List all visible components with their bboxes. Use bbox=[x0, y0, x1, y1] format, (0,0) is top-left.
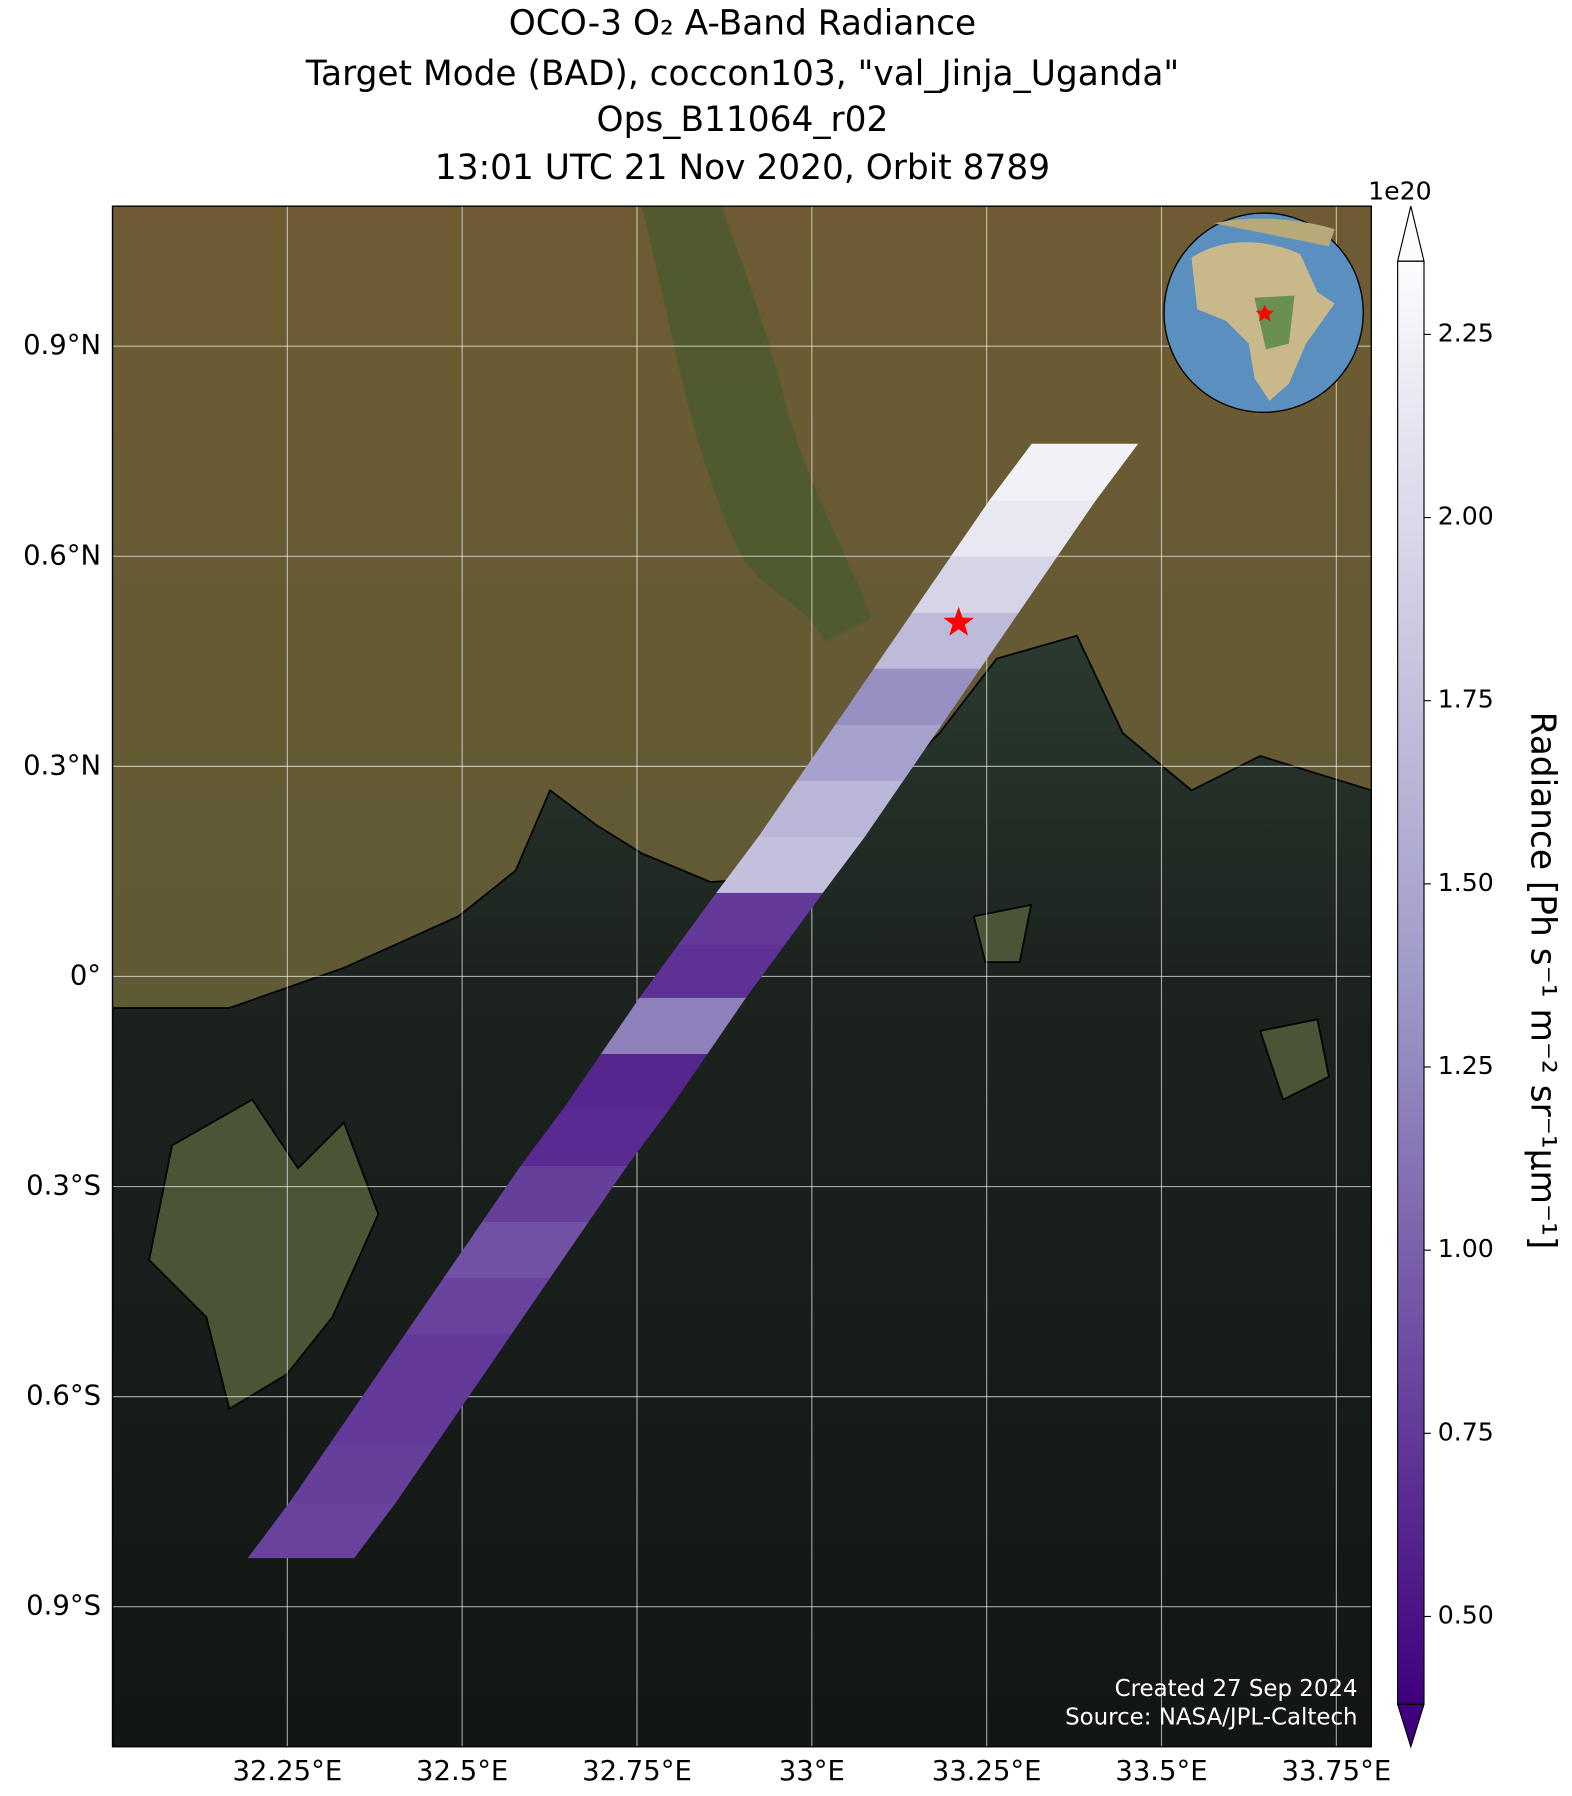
colorbar-label: Radiance [Ph s⁻¹ m⁻² sr⁻¹μm⁻¹] bbox=[1522, 712, 1562, 1250]
colorbar-frame bbox=[1397, 260, 1425, 1705]
colorbar-tick-label: 1.50 bbox=[1438, 868, 1494, 897]
colorbar-tick-label: 1.00 bbox=[1438, 1234, 1494, 1263]
x-tick-label: 33.5°E bbox=[1115, 1755, 1207, 1787]
chart-title: 13:01 UTC 21 Nov 2020, Orbit 8789 bbox=[435, 148, 1050, 188]
colorbar-multiplier: 1e20 bbox=[1368, 176, 1432, 205]
annotation: Created 27 Sep 2024 bbox=[1115, 1676, 1358, 1702]
colorbar-tick-label: 1.75 bbox=[1438, 685, 1494, 714]
colorbar bbox=[1397, 261, 1424, 1705]
chart-title: Ops_B11064_r02 bbox=[597, 100, 889, 140]
colorbar-extend-min bbox=[1396, 1703, 1425, 1749]
swath-footprint bbox=[989, 443, 1139, 501]
island bbox=[972, 903, 1033, 964]
chart-title: Target Mode (BAD), coccon103, "val_Jinja… bbox=[305, 54, 1179, 94]
x-tick-label: 32.5°E bbox=[416, 1755, 508, 1787]
wetland bbox=[641, 206, 871, 642]
y-tick-label: 0.9°N bbox=[23, 329, 101, 361]
x-tick-label: 32.75°E bbox=[582, 1755, 692, 1787]
colorbar-tick-label: 2.00 bbox=[1438, 502, 1494, 531]
target-marker bbox=[943, 606, 974, 636]
map-frame bbox=[111, 205, 1372, 1748]
colorbar-tick-label: 1.25 bbox=[1438, 1051, 1494, 1080]
y-tick-label: 0.3°S bbox=[26, 1170, 101, 1202]
y-tick-label: 0.6°S bbox=[26, 1380, 101, 1412]
colorbar-tick-label: 2.25 bbox=[1438, 318, 1494, 347]
globe-europe bbox=[1214, 218, 1335, 247]
colorbar-extend-max bbox=[1396, 206, 1425, 262]
colorbar-tick-label: 0.75 bbox=[1438, 1417, 1494, 1446]
colorbar-tick-label: 0.50 bbox=[1438, 1600, 1494, 1629]
chart-title: OCO-3 O₂ A-Band Radiance bbox=[509, 4, 976, 44]
x-tick-label: 32.25°E bbox=[232, 1755, 342, 1787]
globe-target bbox=[1255, 304, 1274, 322]
annotation: Source: NASA/JPL-Caltech bbox=[1065, 1705, 1357, 1731]
x-tick-label: 33°E bbox=[779, 1755, 845, 1787]
inset-globe bbox=[1163, 212, 1364, 414]
island bbox=[148, 1098, 380, 1411]
y-tick-label: 0° bbox=[70, 959, 101, 991]
y-tick-label: 0.6°N bbox=[23, 539, 101, 571]
x-tick-label: 33.75°E bbox=[1281, 1755, 1391, 1787]
y-tick-label: 0.3°N bbox=[23, 749, 101, 781]
x-tick-label: 33.25°E bbox=[932, 1755, 1042, 1787]
island bbox=[1259, 1018, 1330, 1101]
y-tick-label: 0.9°S bbox=[26, 1590, 101, 1622]
